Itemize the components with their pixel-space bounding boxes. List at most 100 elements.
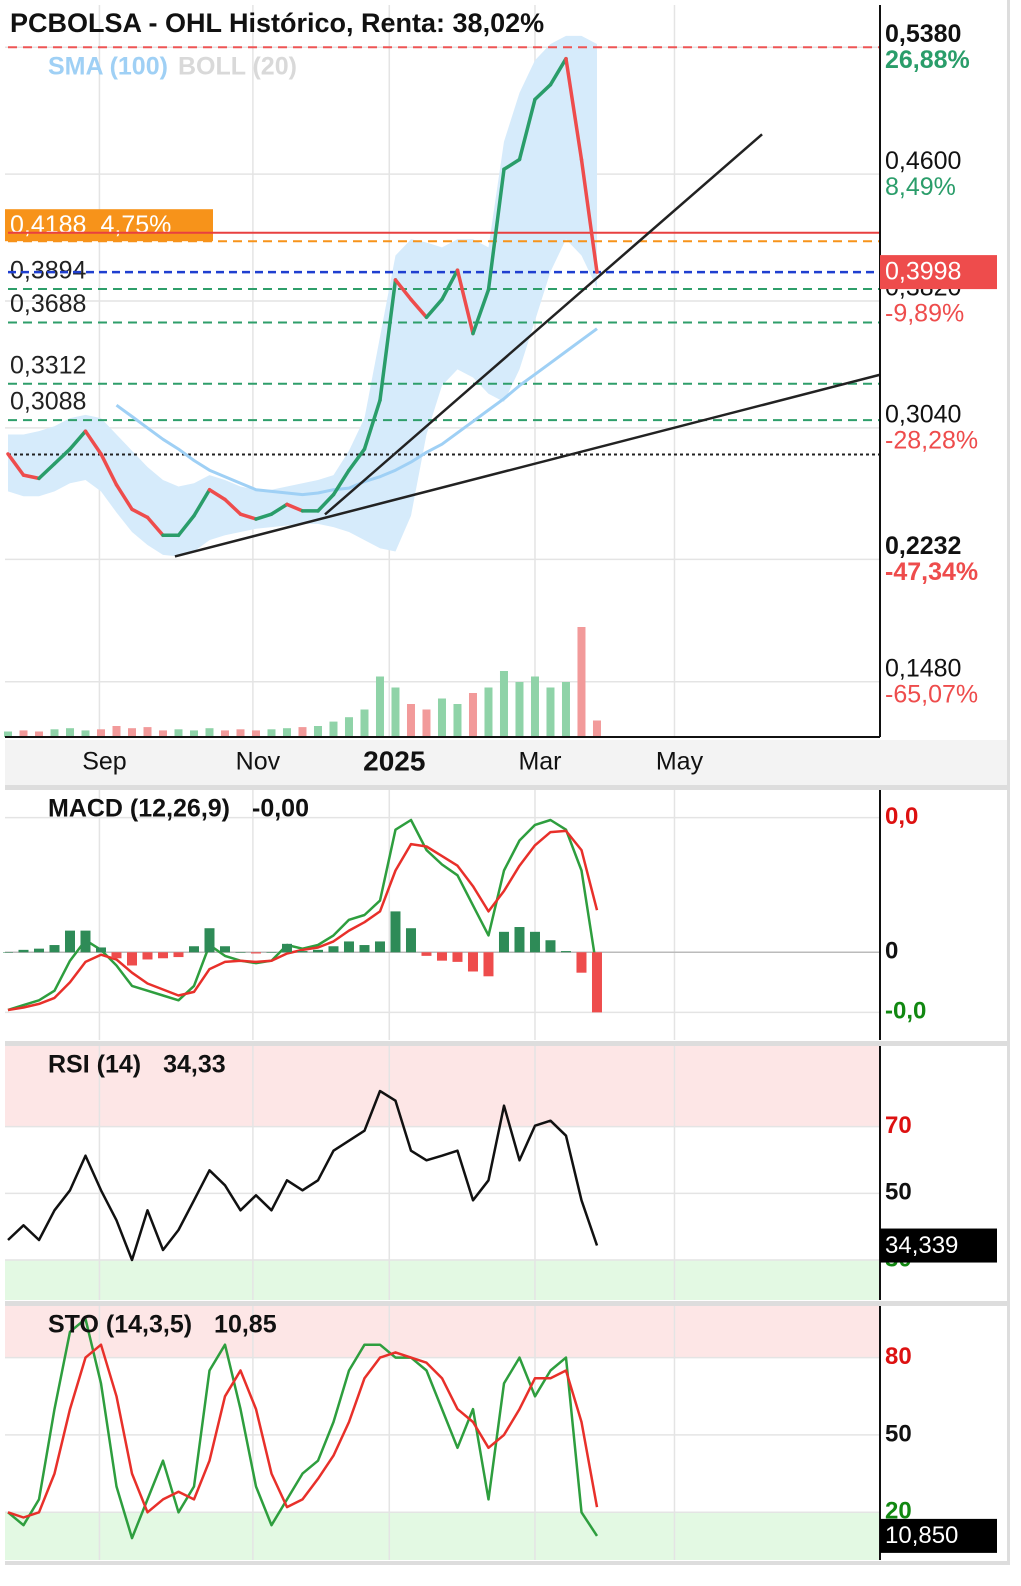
price-segment — [192, 487, 212, 518]
price-segment — [347, 447, 367, 472]
histogram-bar — [374, 941, 385, 953]
y-tick-label: 70 — [885, 1112, 912, 1139]
price-segment — [223, 497, 243, 516]
plot-layer: 0,538026,88%0,46008,49%0,3820-9,89%0,304… — [3, 5, 997, 1560]
volume-bar — [313, 726, 322, 737]
price-segment — [362, 398, 382, 451]
y-tick-label: 0,2232 — [885, 532, 961, 560]
price-segment — [409, 297, 429, 320]
date-band — [5, 740, 1008, 785]
level-label: 0,3688 — [10, 290, 86, 318]
histogram-bar — [64, 930, 75, 953]
frame — [5, 1561, 1008, 1565]
volume-bar — [468, 693, 477, 737]
price-segment — [238, 512, 258, 521]
last-value-label: 34,339 — [885, 1232, 958, 1259]
price-segment — [548, 56, 568, 87]
y-tick-label: 0,5380 — [885, 20, 961, 48]
y-tick-label: 0,4600 — [885, 147, 961, 175]
legend-entry: SMA (100) — [48, 53, 168, 81]
price-segment — [83, 429, 103, 456]
indicator-title: MACD (12,26,9) — [48, 795, 230, 823]
volume-bar — [530, 676, 539, 737]
level-box — [5, 209, 213, 242]
histogram-bar — [235, 952, 246, 953]
price-segment — [68, 429, 88, 451]
volume-bar — [174, 729, 183, 737]
histogram-bar — [328, 946, 339, 953]
histogram-bar — [266, 952, 277, 953]
histogram-bar — [591, 952, 602, 1013]
x-tick-label: May — [656, 748, 704, 776]
histogram-bar — [18, 949, 29, 953]
histogram-bar — [126, 952, 137, 966]
histogram-bar — [343, 941, 354, 953]
y-tick-label: 0,0 — [885, 803, 918, 830]
series-line — [7, 1343, 599, 1519]
volume-bar — [19, 730, 28, 737]
histogram-bar — [359, 945, 370, 953]
volume-bar — [515, 682, 524, 737]
price-segment — [533, 82, 553, 102]
price-segment — [145, 515, 165, 538]
price-segment — [21, 473, 41, 481]
histogram-bar — [405, 928, 416, 953]
last-value-label: 10,850 — [885, 1522, 958, 1549]
volume-bar — [189, 730, 198, 737]
level-label: 0,3088 — [10, 388, 86, 416]
volume-bar — [577, 627, 586, 737]
y-tick-label: 50 — [885, 1179, 912, 1206]
price-segment — [564, 56, 584, 162]
volume-bar — [422, 709, 431, 737]
y-tick-label: 50 — [885, 1420, 912, 1447]
indicator-value: 34,33 — [163, 1051, 226, 1079]
volume-bar — [158, 730, 167, 737]
y-tick-label: 0 — [885, 938, 898, 965]
price-segment — [207, 487, 227, 502]
y-tick-change: -28,28% — [885, 427, 978, 455]
histogram-bar — [188, 946, 199, 953]
volume-bar — [127, 728, 136, 737]
histogram-bar — [95, 947, 106, 953]
volume-bar — [220, 730, 229, 737]
volume-bar — [546, 687, 555, 737]
histogram-bar — [452, 952, 463, 962]
volume-bar — [96, 729, 105, 737]
trendline — [324, 133, 763, 516]
volume-bar — [484, 687, 493, 737]
price-segment — [393, 278, 413, 302]
volume-bar — [391, 687, 400, 737]
volume-bar — [4, 731, 12, 737]
histogram-bar — [49, 945, 60, 953]
last-value-box — [880, 1518, 997, 1553]
volume-bar — [298, 727, 307, 737]
price-segment — [579, 157, 599, 274]
y-tick-label: 0,3040 — [885, 401, 961, 429]
zone-band — [5, 1512, 880, 1560]
legend-entry: BOLL (20) — [178, 53, 297, 81]
volume-bar — [81, 730, 90, 737]
histogram-bar — [312, 949, 323, 953]
x-tick-label: Sep — [82, 748, 126, 776]
zone-band — [5, 1306, 880, 1358]
y-tick-change: -9,89% — [885, 300, 964, 328]
x-tick-label: Mar — [518, 748, 561, 776]
histogram-bar — [3, 952, 13, 953]
y-tick-label: 80 — [885, 1343, 912, 1370]
price-segment — [486, 167, 506, 292]
frame — [1007, 0, 1010, 1565]
y-tick-change: 8,49% — [885, 173, 956, 201]
price-segment — [99, 452, 119, 487]
x-tick-label: 2025 — [363, 745, 425, 776]
histogram-bar — [576, 952, 587, 973]
bollinger-band — [8, 35, 597, 557]
histogram-bar — [467, 952, 478, 972]
volume-bar — [65, 728, 74, 737]
volume-bar — [329, 721, 338, 737]
histogram-bar — [529, 931, 540, 953]
histogram-bar — [514, 927, 525, 953]
price-segment — [130, 507, 150, 520]
volume-bar — [344, 717, 353, 737]
histogram-bar — [436, 952, 447, 961]
price-segment — [471, 287, 491, 336]
